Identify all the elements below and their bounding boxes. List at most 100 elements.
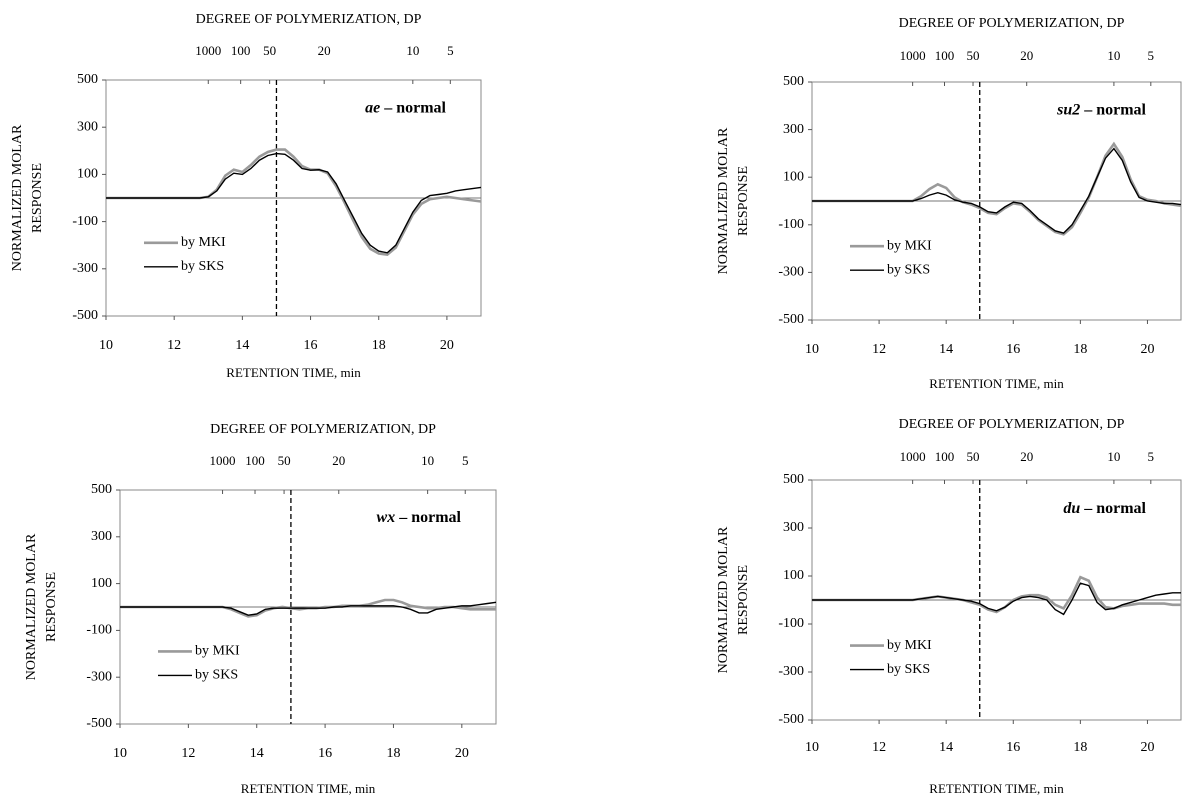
top-tick-label: 50 <box>967 449 980 464</box>
y-tick-label: 100 <box>783 568 804 583</box>
annotation-strain: su2 <box>1056 101 1080 118</box>
x-axis-label: RETENTION TIME, min <box>929 781 1064 796</box>
x-tick-label: 16 <box>1006 342 1020 357</box>
top-axis-title: DEGREE OF POLYMERIZATION, DP <box>196 12 422 27</box>
annotation-text: – normal <box>1083 101 1146 118</box>
y-tick-label: -300 <box>86 669 112 684</box>
x-tick-label: 20 <box>1140 342 1154 357</box>
y-axis-label: NORMALIZED MOLAR <box>716 526 731 673</box>
x-tick-label: 16 <box>318 746 332 761</box>
y-tick-label: -100 <box>86 623 112 638</box>
x-tick-label: 10 <box>805 342 819 357</box>
x-tick-label: 20 <box>455 746 469 761</box>
panel: DEGREE OF POLYMERIZATION, DP RETENTION TI… <box>24 422 497 796</box>
top-tick-label: 100 <box>231 43 251 58</box>
y-tick-label: 100 <box>77 167 98 182</box>
data-line <box>812 582 1181 616</box>
annotation: ae – normal <box>365 99 446 116</box>
y-tick-label: 300 <box>77 119 98 134</box>
y-tick-label: 300 <box>91 529 112 544</box>
x-tick-label: 14 <box>250 746 264 761</box>
y-axis-label: RESPONSE <box>736 565 751 635</box>
y-axis-label: NORMALIZED MOLAR <box>24 533 39 680</box>
annotation-strain: du <box>1063 499 1080 516</box>
top-tick-label: 1000 <box>900 48 926 63</box>
legend-label: by SKS <box>195 668 238 683</box>
panel: DEGREE OF POLYMERIZATION, DP RETENTION TI… <box>716 417 1182 796</box>
annotation-strain: wx <box>377 509 396 526</box>
annotation-text: – normal <box>1083 499 1146 516</box>
y-axis-label: NORMALIZED MOLAR <box>716 127 731 274</box>
y-tick-label: 100 <box>783 169 804 184</box>
x-tick-label: 20 <box>1140 740 1154 755</box>
top-tick-label: 20 <box>332 453 345 468</box>
y-tick-label: 500 <box>783 472 804 487</box>
top-tick-label: 50 <box>278 453 291 468</box>
top-tick-label: 20 <box>318 43 331 58</box>
x-tick-label: 14 <box>235 338 249 353</box>
top-tick-label: 100 <box>245 453 265 468</box>
top-axis-title: DEGREE OF POLYMERIZATION, DP <box>210 422 436 437</box>
panel: DEGREE OF POLYMERIZATION, DP RETENTION TI… <box>10 12 482 380</box>
y-tick-label: -100 <box>778 217 804 232</box>
legend-label: by MKI <box>887 238 932 253</box>
top-tick-label: 100 <box>935 48 955 63</box>
y-tick-label: -300 <box>778 265 804 280</box>
data-line <box>812 141 1182 236</box>
top-tick-label: 10 <box>1107 48 1120 63</box>
legend-label: by MKI <box>195 644 240 659</box>
x-tick-label: 16 <box>1006 740 1020 755</box>
top-tick-label: 50 <box>967 48 980 63</box>
y-tick-label: -500 <box>86 716 112 731</box>
data-line <box>812 575 1181 614</box>
panel: DEGREE OF POLYMERIZATION, DP RETENTION TI… <box>716 16 1182 391</box>
top-tick-label: 5 <box>447 43 454 58</box>
y-tick-label: 300 <box>783 122 804 137</box>
data-line <box>106 152 482 254</box>
x-axis-label: RETENTION TIME, min <box>226 365 361 380</box>
y-axis-label: RESPONSE <box>736 166 751 236</box>
x-tick-label: 12 <box>167 338 181 353</box>
x-tick-label: 20 <box>440 338 454 353</box>
x-tick-label: 14 <box>939 740 953 755</box>
y-tick-label: 100 <box>91 576 112 591</box>
y-tick-label: -500 <box>778 712 804 727</box>
x-tick-label: 12 <box>872 342 886 357</box>
top-tick-label: 50 <box>263 43 276 58</box>
top-tick-label: 5 <box>1148 48 1155 63</box>
top-tick-label: 20 <box>1020 48 1033 63</box>
y-axis-label: RESPONSE <box>44 572 59 642</box>
data-line <box>120 601 497 616</box>
top-tick-label: 5 <box>1148 449 1155 464</box>
x-tick-label: 10 <box>113 746 127 761</box>
y-tick-label: 500 <box>91 482 112 497</box>
legend-label: by MKI <box>887 638 932 653</box>
top-tick-label: 1000 <box>210 453 236 468</box>
legend-label: by SKS <box>887 662 930 677</box>
annotation: du – normal <box>1063 499 1146 516</box>
data-line <box>106 148 482 256</box>
y-axis-label: RESPONSE <box>30 163 45 233</box>
top-axis-title: DEGREE OF POLYMERIZATION, DP <box>899 16 1125 31</box>
top-axis-title: DEGREE OF POLYMERIZATION, DP <box>899 417 1125 432</box>
x-tick-label: 18 <box>1073 342 1087 357</box>
annotation: wx – normal <box>377 509 462 526</box>
y-tick-label: -500 <box>72 308 98 323</box>
top-tick-label: 10 <box>421 453 434 468</box>
data-line <box>812 147 1182 234</box>
x-axis-label: RETENTION TIME, min <box>929 376 1064 391</box>
top-tick-label: 1000 <box>900 449 926 464</box>
legend-label: by SKS <box>887 262 930 277</box>
x-tick-label: 12 <box>181 746 195 761</box>
top-tick-label: 100 <box>935 449 955 464</box>
top-tick-label: 10 <box>1107 449 1120 464</box>
legend-label: by SKS <box>181 259 224 274</box>
top-tick-label: 10 <box>406 43 419 58</box>
legend-label: by MKI <box>181 235 226 250</box>
top-tick-label: 20 <box>1020 449 1033 464</box>
x-axis-label: RETENTION TIME, min <box>241 781 376 796</box>
x-tick-label: 18 <box>372 338 386 353</box>
x-tick-label: 14 <box>939 342 953 357</box>
x-tick-label: 12 <box>872 740 886 755</box>
